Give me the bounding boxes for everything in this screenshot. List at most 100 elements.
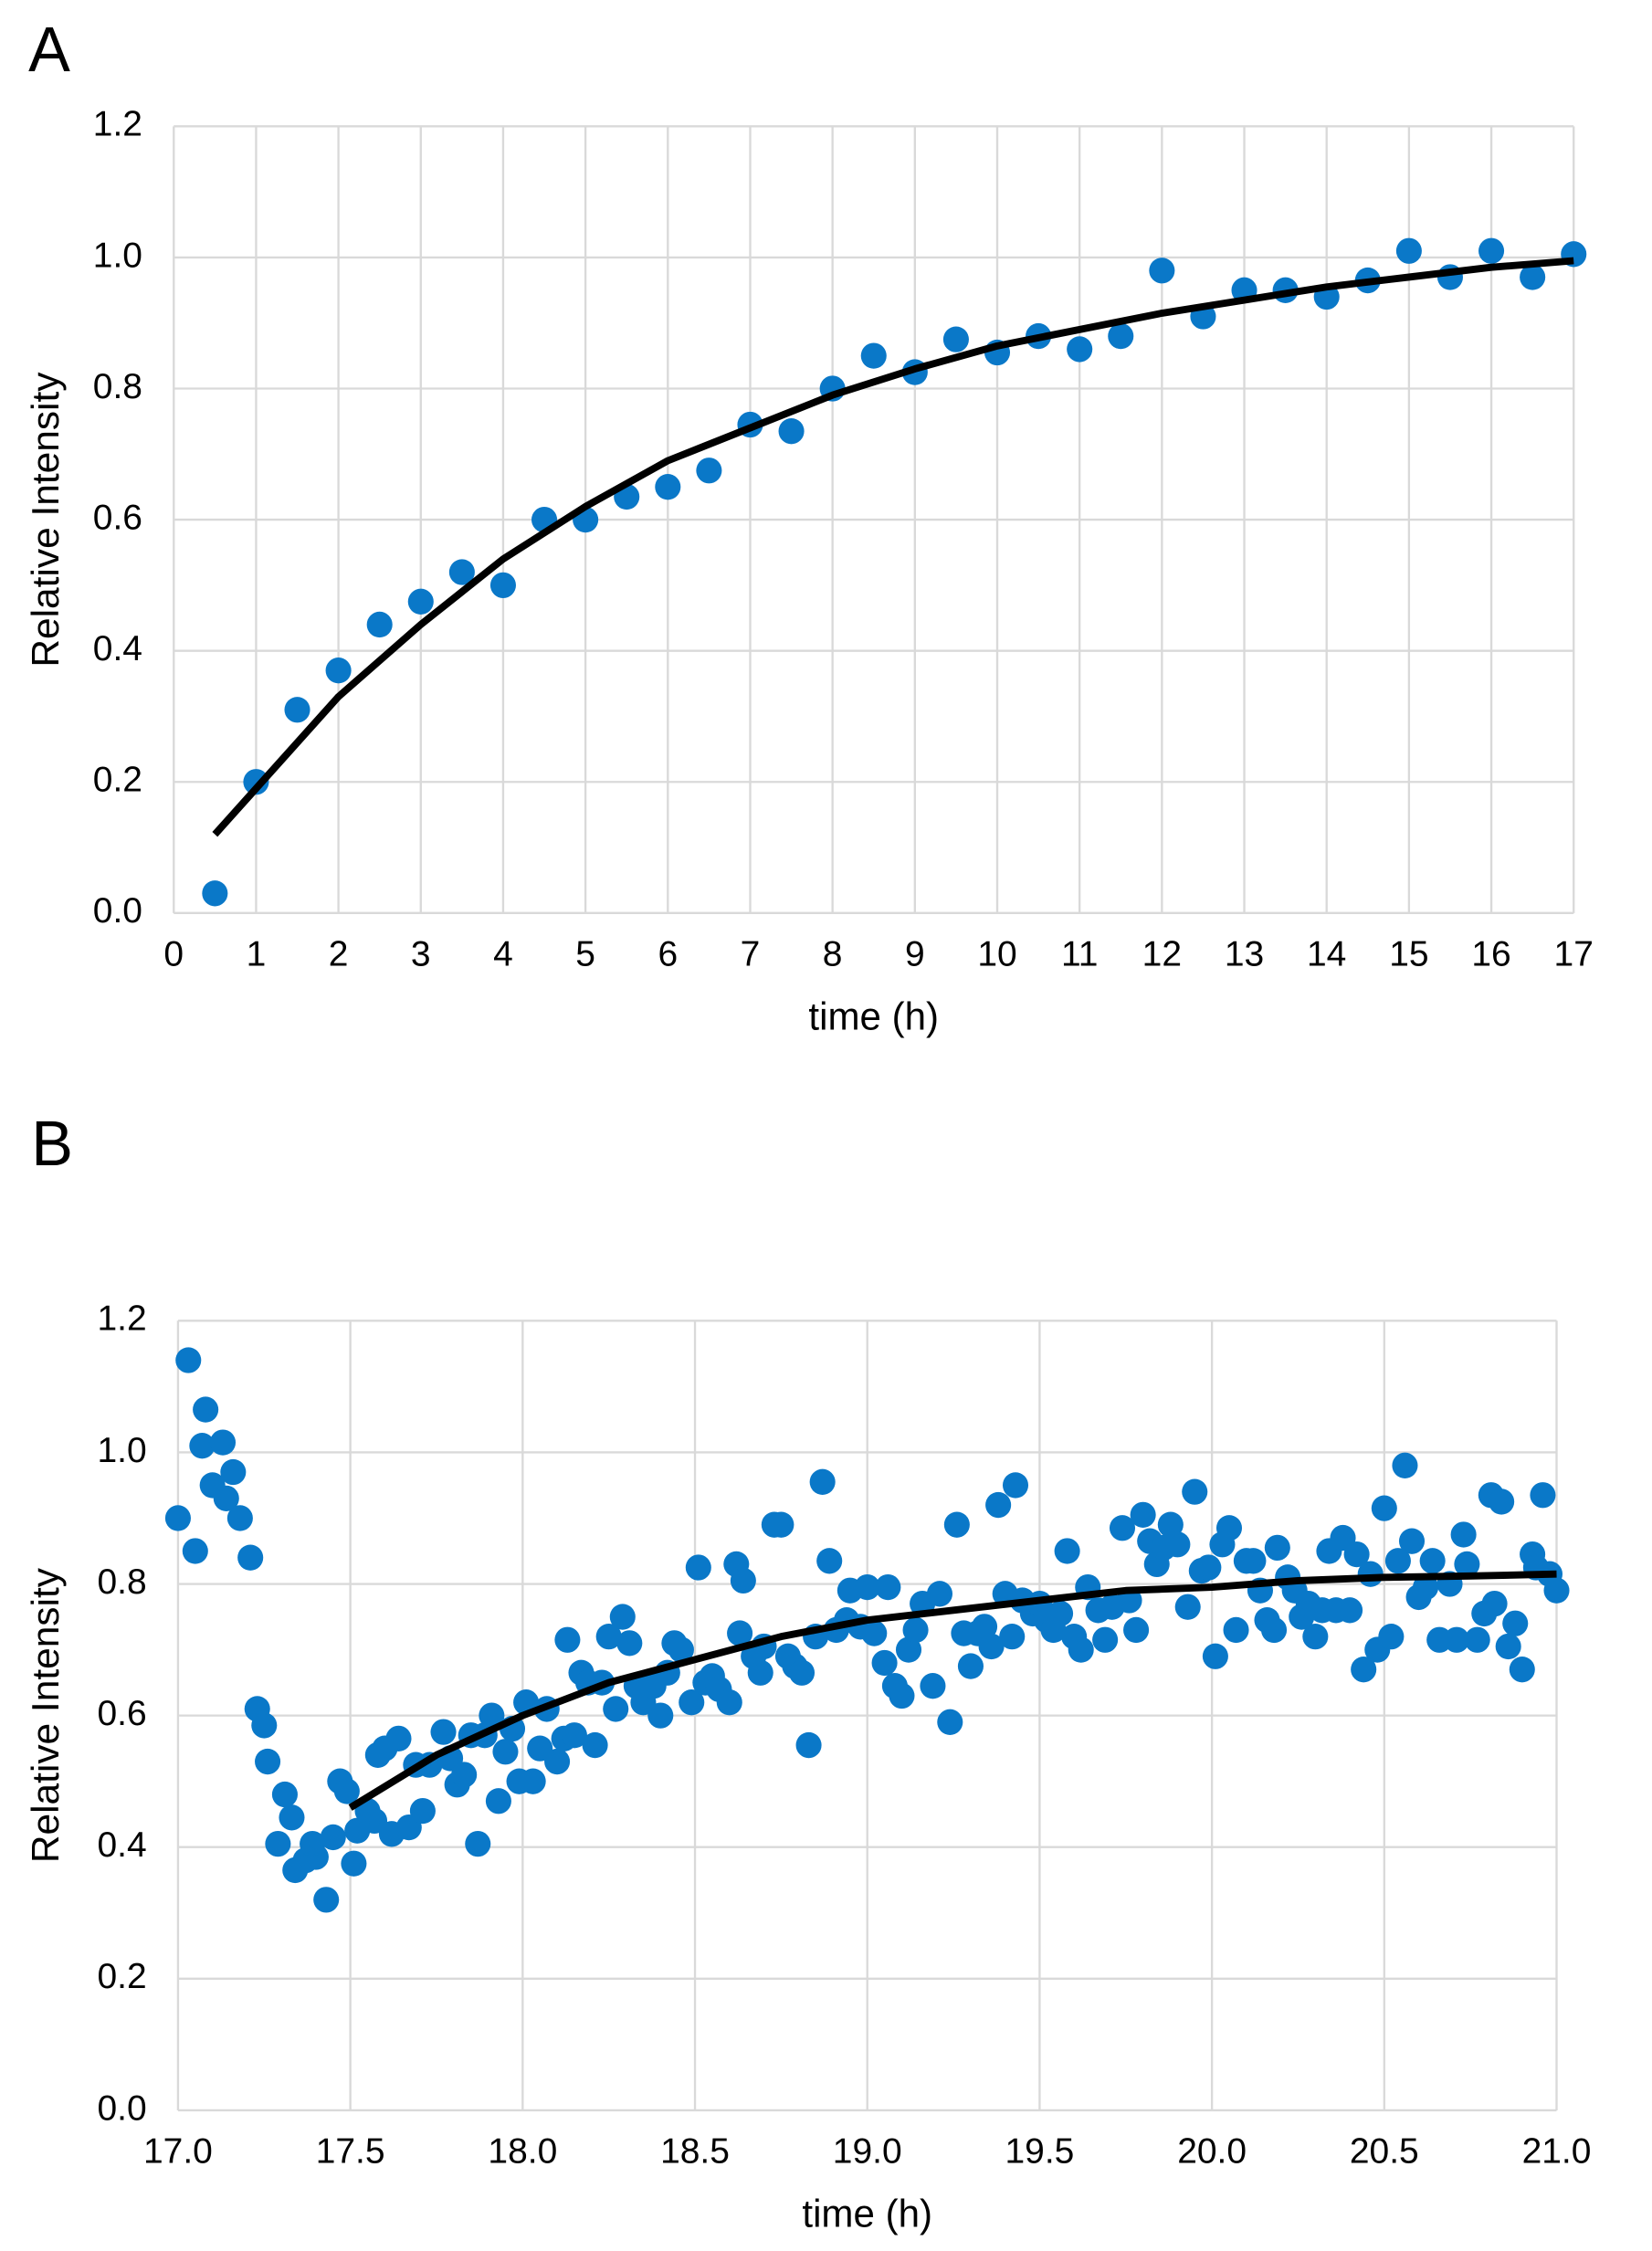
y-tick-label: 0.6 — [93, 498, 142, 537]
data-point — [788, 1659, 815, 1686]
data-point — [1543, 1577, 1570, 1604]
x-tick-label: 11 — [1061, 934, 1098, 973]
data-point — [465, 1830, 491, 1857]
x-axis-label: time (h) — [808, 994, 939, 1037]
data-point — [902, 1616, 929, 1644]
data-point — [209, 1429, 237, 1456]
data-point — [1264, 1534, 1290, 1562]
data-point — [595, 1624, 622, 1650]
y-tick-label: 1.0 — [93, 236, 142, 275]
data-point — [189, 1433, 216, 1459]
data-point — [861, 1620, 888, 1646]
data-point — [255, 1748, 281, 1775]
data-point — [1478, 237, 1505, 264]
data-point — [1109, 1515, 1136, 1541]
x-tick-label: 20.5 — [1350, 2131, 1419, 2171]
data-point — [603, 1696, 629, 1722]
data-point — [655, 474, 681, 500]
y-axis-label: Relative Intensity — [24, 1567, 67, 1863]
data-point — [926, 1581, 953, 1607]
data-point — [213, 1485, 239, 1511]
data-point — [1530, 1482, 1556, 1509]
data-point — [696, 458, 722, 484]
data-point — [1202, 1643, 1228, 1669]
data-point — [1495, 1633, 1521, 1660]
x-tick-label: 19.0 — [833, 2131, 902, 2171]
x-tick-label: 5 — [575, 934, 595, 973]
y-tick-label: 1.0 — [97, 1431, 146, 1470]
data-point — [1378, 1624, 1405, 1650]
data-point — [479, 1702, 505, 1729]
y-tick-label: 0.2 — [93, 761, 142, 800]
x-tick-label: 17.0 — [143, 2131, 213, 2171]
data-point — [768, 1511, 794, 1538]
data-point — [1302, 1624, 1329, 1650]
x-tick-label: 13 — [1225, 934, 1264, 973]
data-point — [609, 1604, 636, 1630]
data-point — [747, 1659, 773, 1686]
data-point — [243, 769, 269, 795]
data-point — [889, 1682, 915, 1709]
data-point — [1130, 1501, 1156, 1529]
data-point — [854, 1573, 880, 1601]
x-tick-label: 2 — [329, 934, 349, 973]
y-tick-label: 1.2 — [93, 105, 142, 144]
data-point — [1261, 1616, 1288, 1644]
data-point — [1123, 1616, 1150, 1644]
data-point — [320, 1824, 346, 1851]
x-tick-label: 21.0 — [1522, 2131, 1592, 2171]
data-point — [999, 1624, 1026, 1650]
x-tick-label: 9 — [905, 934, 925, 973]
data-point — [251, 1712, 278, 1739]
data-point — [561, 1722, 587, 1749]
y-tick-label: 0.8 — [97, 1562, 146, 1602]
data-point — [226, 1505, 253, 1531]
x-tick-label: 15 — [1389, 934, 1428, 973]
data-point — [544, 1748, 571, 1775]
data-point — [1419, 1548, 1446, 1574]
data-point — [582, 1731, 608, 1759]
data-point — [978, 1633, 1005, 1660]
data-point — [409, 1797, 436, 1825]
x-tick-label: 18.5 — [660, 2131, 730, 2171]
data-point — [1371, 1495, 1397, 1521]
data-point — [448, 559, 475, 585]
data-point — [175, 1347, 202, 1373]
data-point — [875, 1573, 901, 1601]
data-point — [1384, 1548, 1411, 1574]
data-point — [1215, 1515, 1243, 1541]
y-tick-label: 0.8 — [93, 367, 142, 406]
data-point — [1502, 1610, 1529, 1636]
fit-line — [348, 1570, 1557, 1811]
data-point — [795, 1731, 822, 1759]
data-point — [279, 1804, 305, 1831]
data-point — [957, 1653, 984, 1679]
x-tick-label: 0 — [163, 934, 184, 973]
data-point — [1157, 1511, 1184, 1538]
data-point — [809, 1468, 836, 1495]
data-point — [1413, 1573, 1439, 1601]
data-point — [302, 1844, 329, 1870]
data-point — [325, 657, 352, 684]
data-point — [943, 1511, 970, 1538]
data-point — [1240, 1548, 1267, 1574]
data-point — [1108, 322, 1134, 350]
data-point — [333, 1778, 360, 1804]
data-point — [193, 1396, 219, 1423]
x-tick-label: 1 — [247, 934, 267, 973]
data-point — [202, 880, 228, 907]
x-tick-label: 10 — [977, 934, 1016, 973]
data-point — [937, 1709, 963, 1735]
data-point — [1392, 1452, 1418, 1478]
y-tick-label: 0.4 — [97, 1825, 146, 1865]
data-point — [1067, 336, 1093, 363]
data-point — [407, 588, 434, 615]
data-point — [237, 1544, 264, 1571]
data-point — [1182, 1478, 1208, 1505]
data-point — [730, 1567, 756, 1594]
x-tick-label: 6 — [658, 934, 678, 973]
data-point — [871, 1649, 898, 1677]
data-point — [492, 1739, 519, 1765]
data-point — [341, 1850, 367, 1877]
